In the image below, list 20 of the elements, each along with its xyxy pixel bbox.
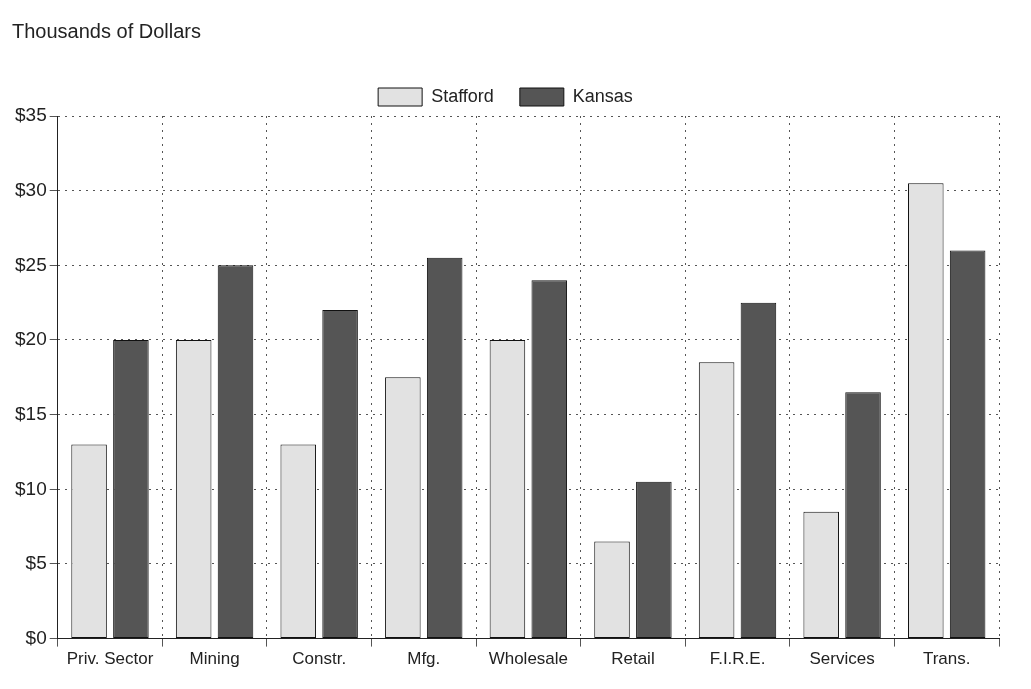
x-tick-label: Wholesale bbox=[488, 649, 569, 669]
y-tick-label: $25 bbox=[15, 253, 47, 275]
x-tick-label: Mfg. bbox=[407, 649, 441, 669]
y-tick-label: $35 bbox=[15, 104, 47, 126]
x-tick-label: Constr. bbox=[292, 649, 347, 669]
x-tick-label: Trans. bbox=[922, 649, 971, 669]
y-tick-label: $20 bbox=[15, 328, 47, 350]
y-tick-label: $10 bbox=[15, 477, 47, 499]
x-tick-label: Priv. Sector bbox=[66, 649, 154, 669]
x-tick-label: Retail bbox=[611, 649, 655, 669]
y-tick-label: $15 bbox=[15, 402, 47, 424]
x-tick-label: Mining bbox=[189, 649, 240, 669]
y-tick-label: $0 bbox=[25, 626, 47, 648]
y-tick-label: $30 bbox=[15, 178, 47, 200]
legend-label: Kansas bbox=[572, 85, 633, 106]
chart-title: Thousands of Dollars bbox=[12, 19, 201, 42]
legend-label: Stafford bbox=[431, 85, 494, 106]
y-tick-label: $5 bbox=[25, 552, 47, 574]
x-tick-label: Services bbox=[809, 649, 875, 669]
x-tick-label: F.I.R.E. bbox=[709, 649, 766, 669]
